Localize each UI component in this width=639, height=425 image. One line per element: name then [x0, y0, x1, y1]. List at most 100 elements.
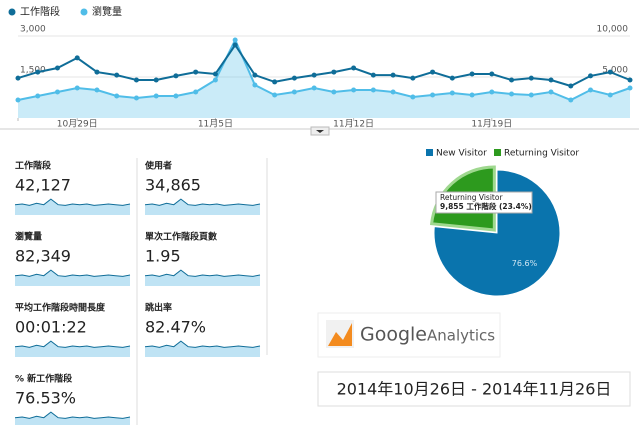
- point: [252, 72, 258, 78]
- point: [133, 77, 139, 83]
- point: [114, 72, 120, 78]
- metric-value: 00:01:22: [15, 318, 87, 337]
- point: [232, 37, 238, 43]
- metric-value: 34,865: [145, 176, 201, 195]
- metric-label: 單次工作階段頁數: [145, 231, 218, 243]
- point: [193, 69, 199, 75]
- sparkline: [14, 269, 131, 277]
- logo-product: Analytics: [427, 327, 495, 345]
- point: [193, 89, 199, 95]
- point: [568, 83, 574, 89]
- metric-label: 跳出率: [145, 302, 172, 314]
- metric-value: 76.53%: [15, 389, 76, 408]
- tooltip-title: Returning Visitor: [440, 193, 503, 202]
- point: [35, 69, 41, 75]
- sparkline: [14, 340, 131, 348]
- metric-value: 1.95: [145, 247, 181, 266]
- metric-value: 82.47%: [145, 318, 206, 337]
- point: [489, 71, 495, 77]
- point: [548, 89, 554, 95]
- sparkline-area: [145, 199, 260, 215]
- point: [351, 65, 357, 71]
- metric-label: % 新工作階段: [15, 373, 73, 385]
- line: [17, 37, 631, 102]
- point: [410, 75, 416, 81]
- point: [449, 75, 455, 81]
- tooltip-box: [435, 191, 533, 214]
- point: [331, 89, 337, 95]
- point: [212, 77, 218, 83]
- point: [469, 71, 475, 77]
- point: [291, 89, 297, 95]
- point: [74, 55, 80, 61]
- sparkline-area: [145, 341, 260, 357]
- dropdown-arrow: [316, 130, 324, 133]
- point: [114, 93, 120, 99]
- legend-label: New Visitor: [436, 149, 487, 159]
- point: [15, 97, 21, 103]
- point: [153, 93, 159, 99]
- y-tick-label: 1,500: [20, 66, 46, 76]
- point: [133, 95, 139, 101]
- x-tick-label: 11月5日: [198, 119, 233, 130]
- point: [272, 92, 278, 98]
- point: [410, 94, 416, 100]
- point: [153, 77, 159, 83]
- date-range: 2014年10月26日 - 2014年11月26日: [337, 380, 612, 399]
- sparkline-area: [15, 412, 130, 425]
- x-tick-label: 10月29日: [57, 119, 98, 130]
- point: [588, 73, 594, 79]
- legend-label: 工作階段: [20, 5, 60, 18]
- point: [351, 87, 357, 93]
- point: [212, 71, 218, 77]
- logo-icon: [328, 323, 352, 346]
- point: [331, 69, 337, 75]
- metric-label: 平均工作階段時間長度: [15, 302, 106, 314]
- sparkline-area: [15, 199, 130, 215]
- point: [627, 77, 633, 83]
- sparkline: [144, 269, 261, 277]
- y-tick-label: 3,000: [20, 25, 46, 35]
- point: [232, 42, 238, 48]
- metric-label: 使用者: [144, 160, 172, 172]
- area: [18, 40, 630, 118]
- point: [370, 87, 376, 93]
- point: [469, 92, 475, 98]
- legend-marker: [80, 8, 88, 16]
- date-box: [317, 371, 631, 407]
- metric-label: 瀏覽量: [15, 231, 42, 243]
- y2-tick-label: 5,000: [602, 66, 628, 76]
- legend-label: Returning Visitor: [504, 149, 579, 159]
- x-tick-label: 11月12日: [333, 119, 374, 130]
- point: [430, 69, 436, 75]
- point: [54, 65, 60, 71]
- sparkline: [14, 411, 131, 419]
- point: [588, 87, 594, 93]
- sparkline-area: [15, 270, 130, 286]
- point: [509, 77, 515, 83]
- sparkline-area: [145, 270, 260, 286]
- y2-tick-label: 10,000: [597, 25, 629, 35]
- point: [94, 87, 100, 93]
- point: [272, 79, 278, 85]
- sparkline: [14, 198, 131, 206]
- sparkline-area: [15, 341, 130, 357]
- metric-label: 工作階段: [15, 160, 52, 172]
- legend-label: 瀏覽量: [92, 5, 122, 18]
- legend-marker: [8, 8, 16, 16]
- point: [390, 72, 396, 78]
- metric-value: 42,127: [15, 176, 71, 195]
- point: [291, 75, 297, 81]
- point: [528, 92, 534, 98]
- point: [449, 90, 455, 96]
- point: [528, 75, 534, 81]
- line: [17, 43, 631, 88]
- point: [35, 93, 41, 99]
- point: [74, 85, 80, 91]
- legend-marker: [494, 149, 501, 156]
- point: [311, 72, 317, 78]
- point: [627, 85, 633, 91]
- logo-brand: Google: [360, 324, 427, 346]
